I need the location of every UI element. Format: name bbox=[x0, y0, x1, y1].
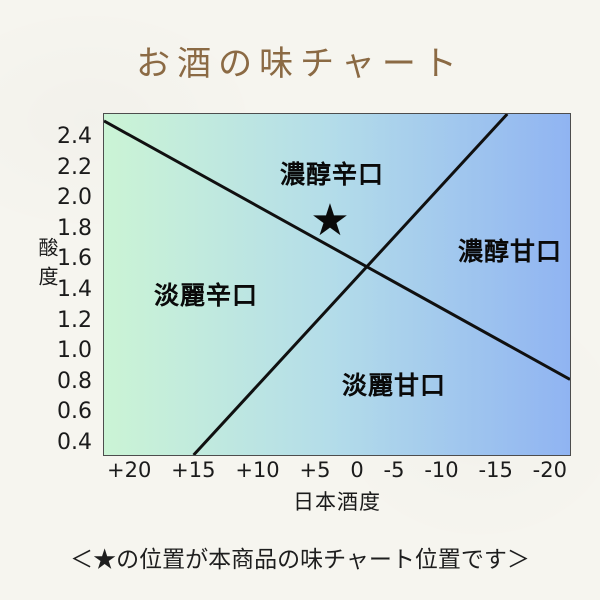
plot-area: 濃醇辛口 濃醇甘口 淡麗辛口 淡麗甘口 ★ bbox=[103, 113, 571, 456]
x-tick: 0 bbox=[350, 458, 364, 482]
boundary-line-descending bbox=[104, 119, 570, 381]
boundary-line-ascending bbox=[192, 114, 509, 455]
x-tick: +5 bbox=[299, 458, 331, 482]
x-tick: +15 bbox=[171, 458, 216, 482]
x-tick: -5 bbox=[383, 458, 405, 482]
y-tick: 2.0 bbox=[57, 185, 92, 211]
quadrant-label-light-sweet: 淡麗甘口 bbox=[341, 373, 447, 400]
y-axis-label: 酸度 bbox=[35, 237, 59, 295]
y-tick: 2.4 bbox=[57, 124, 92, 149]
y-tick: 1.6 bbox=[57, 246, 92, 272]
x-tick: -10 bbox=[424, 458, 459, 482]
y-tick: 0.8 bbox=[57, 368, 92, 394]
y-axis-ticks: 2.4 2.2 2.0 1.8 1.6 1.4 1.2 1.0 0.8 0.6 … bbox=[30, 125, 92, 455]
star-position-caption: ＜★の位置が本商品の味チャート位置です＞ bbox=[70, 547, 530, 572]
quadrant-label-rich-dry: 濃醇辛口 bbox=[279, 162, 385, 189]
star-marker: ★ bbox=[310, 195, 350, 247]
x-tick: +10 bbox=[235, 458, 280, 482]
x-tick: -20 bbox=[532, 458, 567, 482]
x-axis-label: 日本酒度 bbox=[293, 490, 381, 514]
page-title: お酒の味チャート bbox=[136, 46, 464, 83]
y-tick: 1.2 bbox=[57, 307, 92, 333]
y-tick: 2.2 bbox=[57, 154, 92, 180]
quadrant-label-light-dry: 淡麗辛口 bbox=[153, 283, 259, 310]
y-tick: 1.0 bbox=[57, 338, 92, 364]
y-tick: 1.4 bbox=[57, 276, 92, 302]
quadrant-label-rich-sweet: 濃醇甘口 bbox=[457, 239, 563, 266]
x-tick: -15 bbox=[478, 458, 513, 482]
y-tick: 0.4 bbox=[57, 429, 92, 455]
y-tick: 0.6 bbox=[57, 399, 92, 425]
x-axis-ticks: +20 +15 +10 +5 0 -5 -10 -15 -20 bbox=[103, 459, 571, 481]
y-tick: 1.8 bbox=[57, 215, 92, 241]
boundary-lines-svg bbox=[104, 114, 570, 455]
x-tick: +20 bbox=[107, 458, 152, 482]
